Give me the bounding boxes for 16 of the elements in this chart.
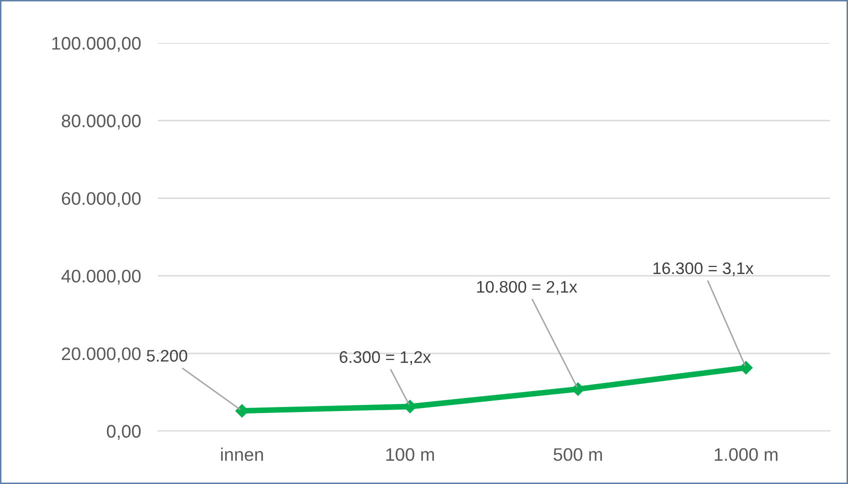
x-tick-label: 100 m — [386, 448, 434, 461]
data-label: 5.200 — [146, 350, 188, 362]
y-tick-label: 40.000,00 — [61, 270, 141, 285]
y-tick-label: 20.000,00 — [62, 347, 141, 362]
data-label: 6.300 = 1,2x — [340, 351, 431, 365]
x-tick-label: 500 m — [554, 448, 602, 461]
data-label: 10.800 = 2,1x — [477, 280, 578, 295]
point — [739, 361, 753, 374]
x-tick-label: 1.000 m — [714, 448, 778, 461]
y-tick-label: 100.000,00 — [52, 36, 141, 52]
y-tick-label: 0,00 — [106, 424, 141, 440]
data-label: 16.300 = 3,1x — [653, 262, 754, 276]
y-tick-label: 80.000,00 — [62, 114, 141, 130]
x-tick-label: innen — [221, 448, 263, 461]
y-tick-label: 60.000,00 — [62, 192, 141, 208]
point — [571, 382, 585, 396]
